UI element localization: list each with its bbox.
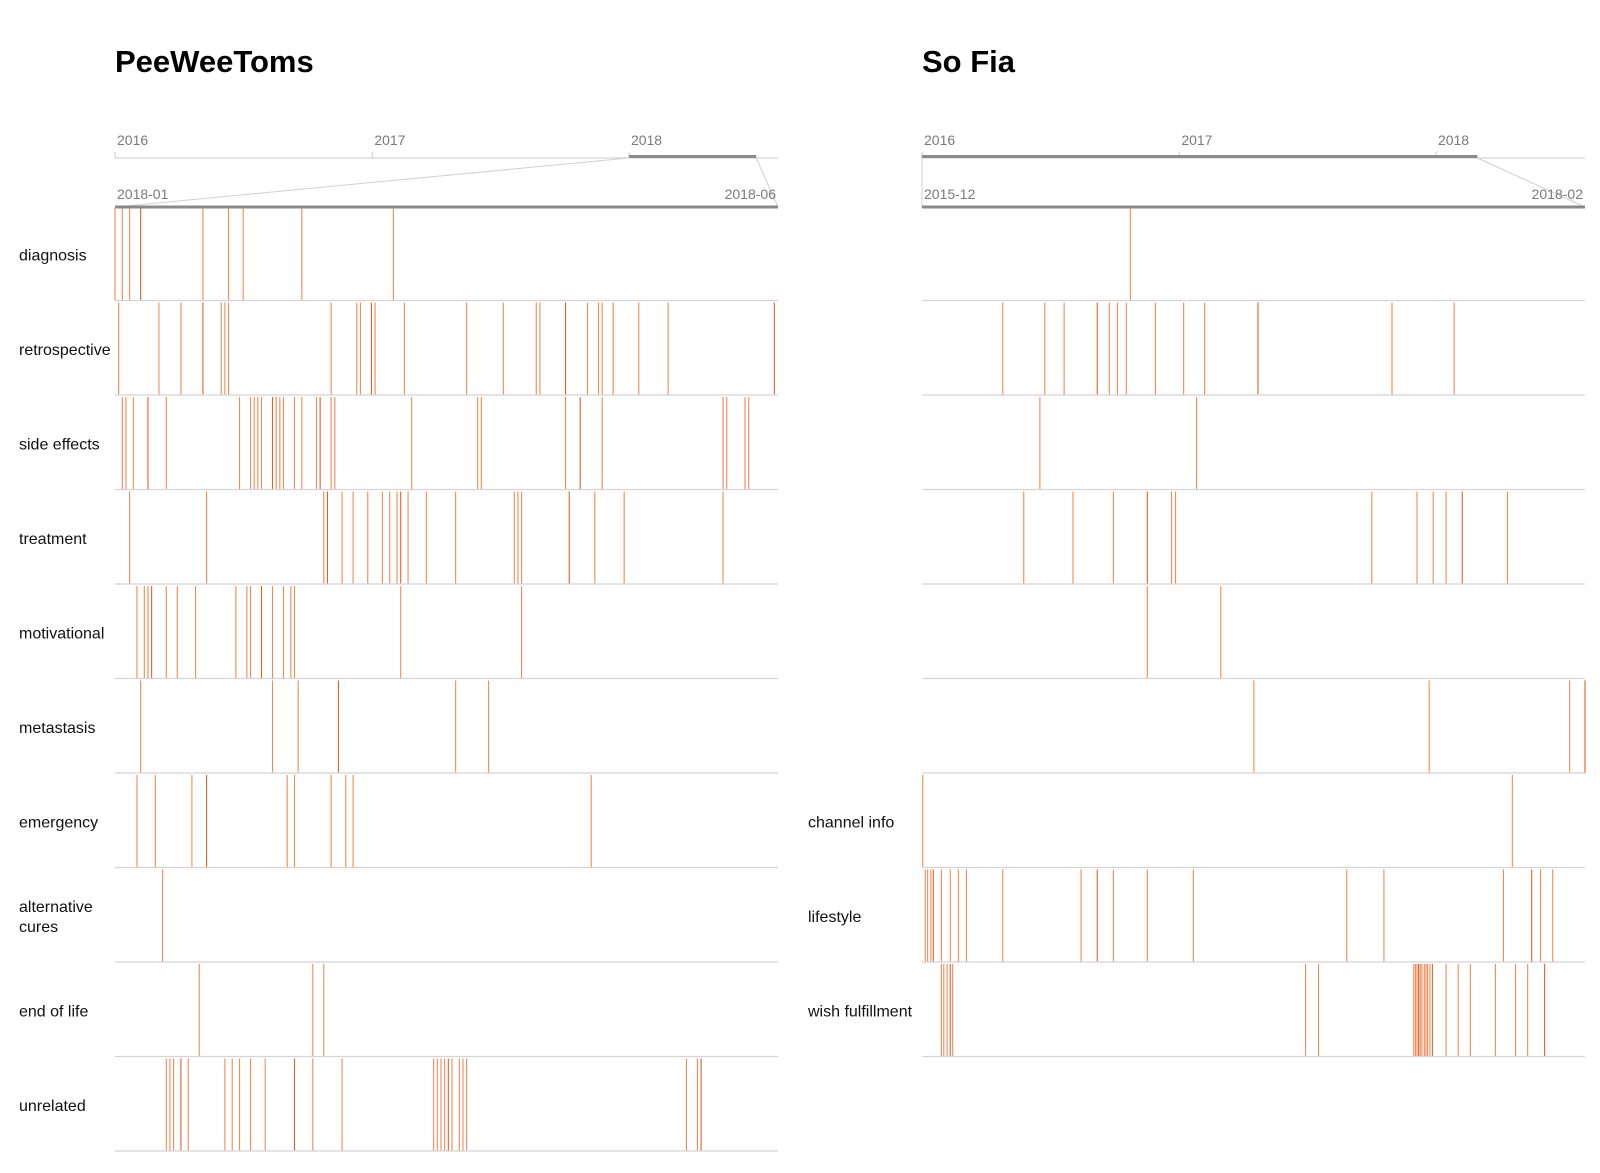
timeline-row: alternative cures: [19, 869, 778, 963]
timeline-row: [922, 680, 1586, 774]
timeline-row: side effects: [19, 397, 778, 491]
panel-title: PeeWeeToms: [115, 44, 314, 79]
row-label: lifestyle: [808, 909, 861, 926]
timeline-row: [922, 491, 1585, 585]
overview-tick-label: 2016: [117, 132, 148, 148]
row-label: alternative cures: [19, 899, 93, 936]
timeline-row: diagnosis: [19, 208, 778, 302]
timeline-panel-1: PeeWeeToms 2016 2017 2018 2018-01 2018-06 diag…: [19, 44, 779, 1152]
timeline-row: channel info: [808, 775, 1585, 869]
panel-title: So Fia: [922, 44, 1016, 79]
row-label: emergency: [19, 814, 98, 831]
overview-tick-label: 2017: [374, 132, 405, 148]
timeline-panel-2: So Fia 2016 2017 2018 2015-12 2018-02 channel …: [807, 44, 1586, 1058]
row-label: end of life: [19, 1003, 88, 1020]
overview-tick-label: 2018: [1438, 132, 1469, 148]
row-label: motivational: [19, 625, 104, 642]
detail-axis-start-label: 2015-12: [924, 186, 976, 202]
row-label: diagnosis: [19, 247, 87, 264]
detail-axis-end-label: 2018-06: [725, 186, 777, 202]
timeline-row: [922, 302, 1585, 396]
timeline-row: end of life: [19, 964, 778, 1058]
row-label: side effects: [19, 436, 100, 453]
timeline-row: retrospective: [19, 302, 778, 396]
timeline-row: metastasis: [19, 680, 778, 774]
row-label: retrospective: [19, 342, 111, 359]
overview-tick-label: 2018: [631, 132, 662, 148]
zoom-connector-right: [755, 157, 779, 208]
detail-axis-end-label: 2018-02: [1532, 186, 1584, 202]
row-label: treatment: [19, 531, 87, 548]
overview-tick-label: 2017: [1181, 132, 1212, 148]
timeline-row: unrelated: [19, 1058, 778, 1152]
timeline-row: treatment: [19, 491, 778, 585]
timeline-row: wish fulfillment: [807, 964, 1585, 1058]
overview-tick-label: 2016: [924, 132, 955, 148]
timeline-row: [922, 208, 1585, 302]
zoom-connector-left: [114, 157, 629, 208]
detail-axis-start-label: 2018-01: [117, 186, 169, 202]
row-label: wish fulfillment: [807, 1003, 913, 1020]
row-label: channel info: [808, 814, 894, 831]
timeline-row: emergency: [19, 775, 778, 869]
row-label: unrelated: [19, 1098, 86, 1115]
row-label: metastasis: [19, 720, 95, 737]
zoom-connector-right: [1477, 157, 1586, 208]
timeline-row: [922, 586, 1585, 680]
timeline-row: [922, 397, 1585, 491]
timeline-row: motivational: [19, 586, 778, 680]
timeline-row: lifestyle: [808, 869, 1585, 963]
